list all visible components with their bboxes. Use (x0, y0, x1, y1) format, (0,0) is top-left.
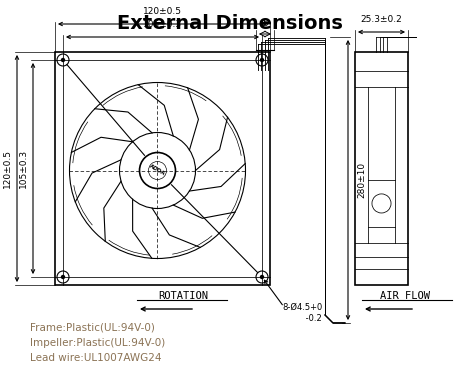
Text: External Dimensions: External Dimensions (117, 14, 342, 33)
Text: 25.3±0.2: 25.3±0.2 (360, 15, 402, 24)
Text: 120±0.5: 120±0.5 (2, 149, 11, 188)
Text: ROTATION: ROTATION (157, 291, 207, 301)
Bar (354, 52, 407, 285)
Text: Frame:Plastic(UL:94V-0): Frame:Plastic(UL:94V-0) (30, 323, 155, 333)
Text: 105±0.3: 105±0.3 (18, 149, 28, 188)
Bar (55, 52, 269, 285)
Text: 8-Ø4.5+0
         -0.2: 8-Ø4.5+0 -0.2 (281, 303, 322, 323)
Text: AIR FLOW: AIR FLOW (379, 291, 429, 301)
Circle shape (62, 58, 64, 61)
Text: ADDA: ADDA (148, 164, 166, 177)
Text: 280±10: 280±10 (357, 162, 366, 198)
Text: 105±0.3: 105±0.3 (143, 20, 182, 29)
Text: 5: 5 (262, 19, 267, 28)
Circle shape (62, 275, 64, 278)
Text: 120±0.5: 120±0.5 (143, 7, 182, 16)
Text: Impeller:Plastic(UL:94V-0): Impeller:Plastic(UL:94V-0) (30, 338, 165, 348)
Circle shape (260, 275, 263, 278)
Text: Lead wire:UL1007AWG24: Lead wire:UL1007AWG24 (30, 353, 161, 363)
Circle shape (260, 58, 263, 61)
